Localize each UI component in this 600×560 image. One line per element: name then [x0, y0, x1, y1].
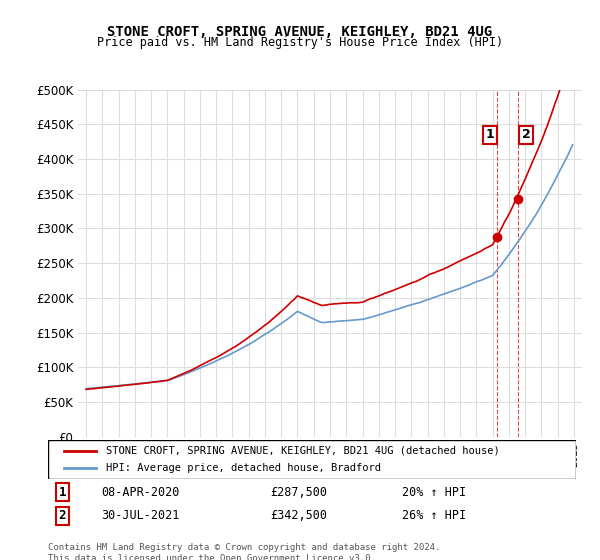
- Text: 08-APR-2020: 08-APR-2020: [101, 486, 179, 498]
- Text: Price paid vs. HM Land Registry's House Price Index (HPI): Price paid vs. HM Land Registry's House …: [97, 36, 503, 49]
- Text: 20% ↑ HPI: 20% ↑ HPI: [402, 486, 466, 498]
- Text: HPI: Average price, detached house, Bradford: HPI: Average price, detached house, Brad…: [106, 463, 381, 473]
- Text: 1: 1: [485, 128, 494, 141]
- Text: STONE CROFT, SPRING AVENUE, KEIGHLEY, BD21 4UG (detached house): STONE CROFT, SPRING AVENUE, KEIGHLEY, BD…: [106, 446, 500, 456]
- Text: 30-JUL-2021: 30-JUL-2021: [101, 510, 179, 522]
- Text: STONE CROFT, SPRING AVENUE, KEIGHLEY, BD21 4UG: STONE CROFT, SPRING AVENUE, KEIGHLEY, BD…: [107, 25, 493, 39]
- Text: Contains HM Land Registry data © Crown copyright and database right 2024.
This d: Contains HM Land Registry data © Crown c…: [48, 543, 440, 560]
- Text: £342,500: £342,500: [270, 510, 327, 522]
- Text: 1: 1: [59, 486, 66, 498]
- FancyBboxPatch shape: [48, 440, 576, 479]
- Text: £287,500: £287,500: [270, 486, 327, 498]
- Text: 26% ↑ HPI: 26% ↑ HPI: [402, 510, 466, 522]
- Text: 2: 2: [521, 128, 530, 141]
- Text: 2: 2: [59, 510, 66, 522]
